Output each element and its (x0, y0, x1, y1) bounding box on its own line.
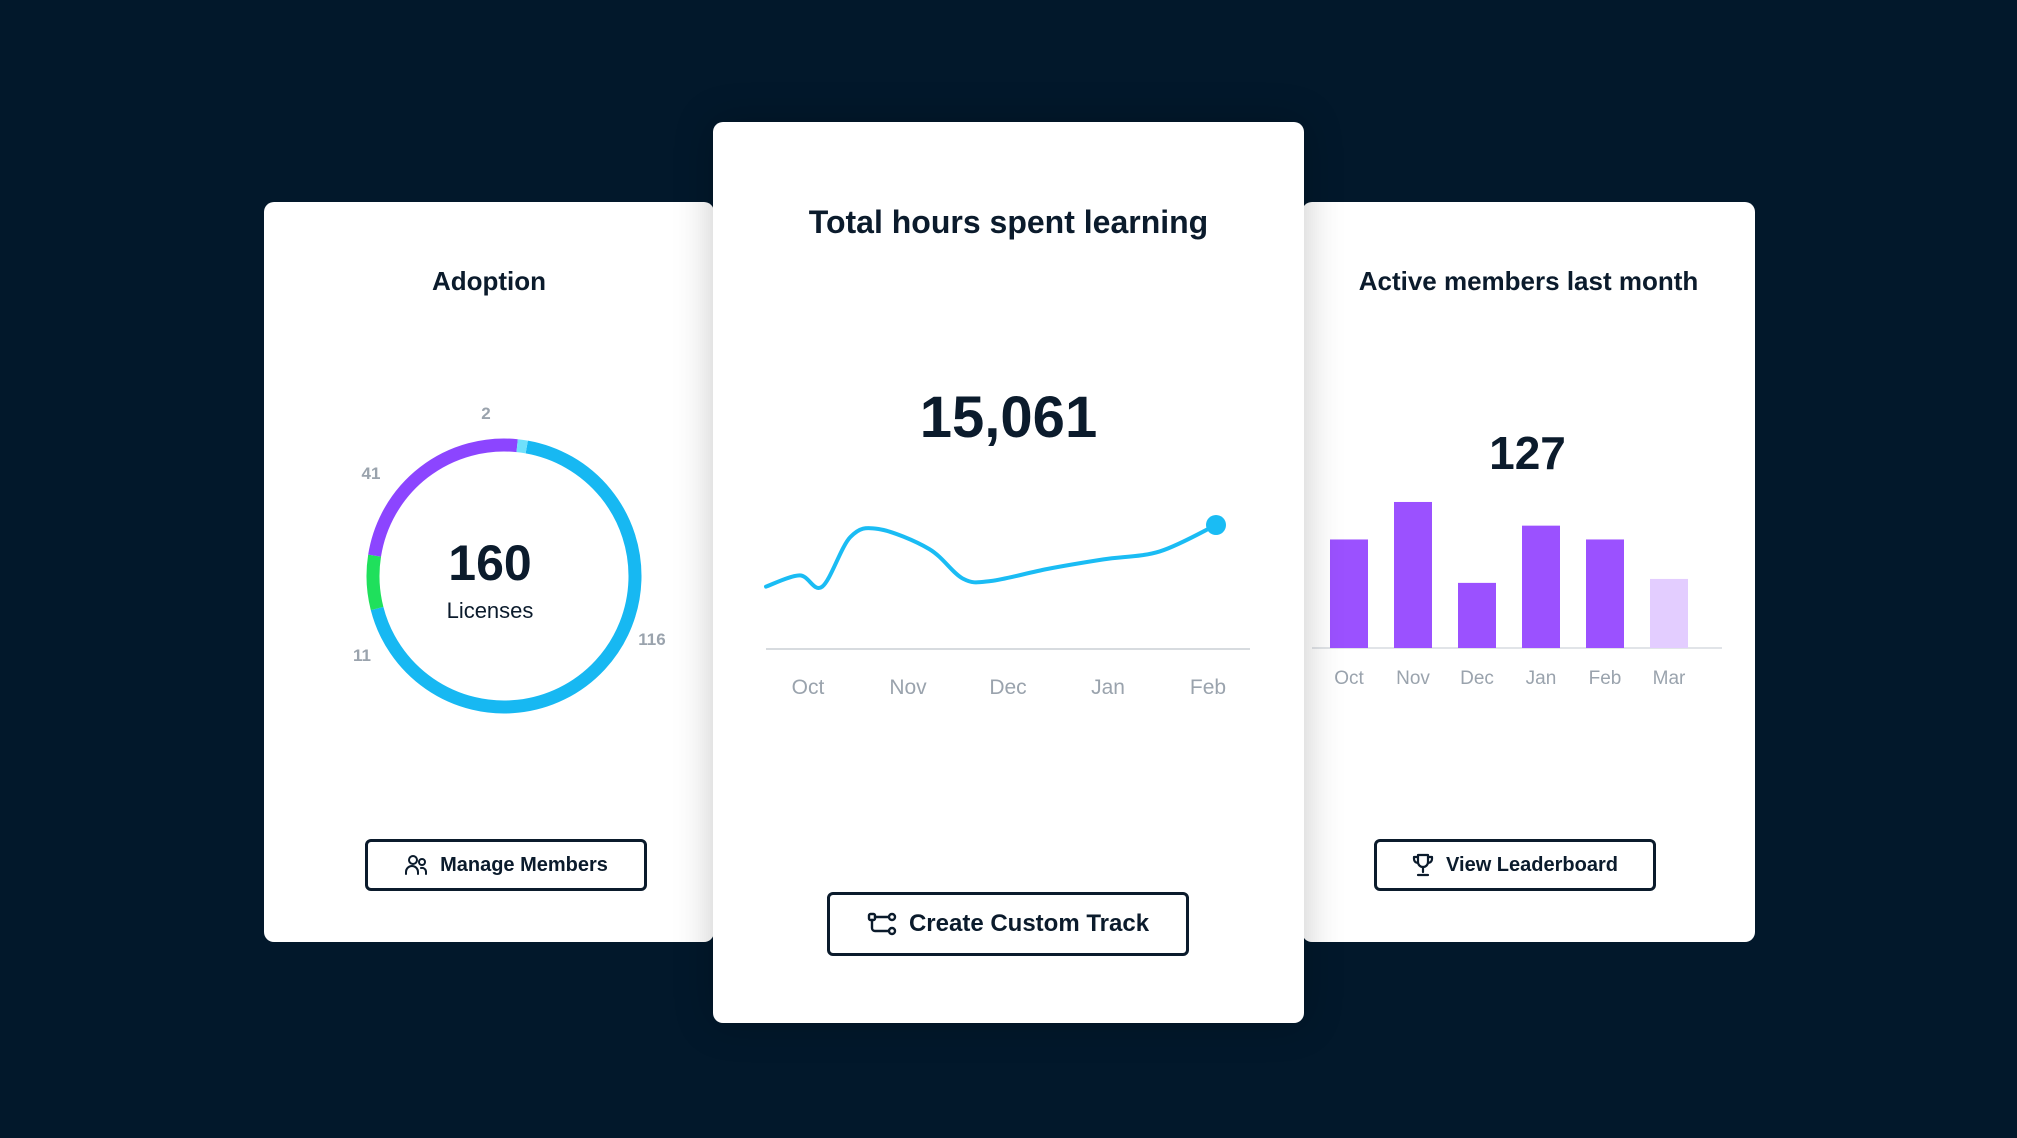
donut-label-116: 116 (638, 630, 665, 649)
custom-track-icon (867, 911, 897, 937)
line-last-point (1206, 515, 1226, 535)
active-members-total: 127 (1489, 427, 1566, 479)
users-icon (404, 853, 428, 877)
bar-x-label-Dec: Dec (1460, 668, 1494, 689)
bar-x-label-Oct: Oct (1334, 668, 1364, 689)
donut-label-41: 41 (362, 464, 381, 483)
bar-Nov (1394, 501, 1432, 648)
donut-segment-41 (368, 438, 518, 557)
line-x-label-Dec: Dec (989, 676, 1026, 699)
view-leaderboard-label: View Leaderboard (1446, 853, 1618, 876)
bar-x-label-Jan: Jan (1526, 668, 1557, 689)
active-members-title: Active members last month (1358, 266, 1699, 296)
hours-title: Total hours spent learning (808, 204, 1209, 240)
bar-Dec (1458, 582, 1496, 648)
bar-Jan (1522, 525, 1560, 648)
adoption-title: Adoption (431, 266, 547, 296)
hours-card: Total hours spent learning 15,061 Oct Nov… (713, 122, 1304, 1023)
active-members-bar-chart: Oct Nov Dec Jan Feb Mar (1312, 501, 1722, 689)
bar-Feb (1586, 539, 1624, 648)
manage-members-label: Manage Members (440, 853, 608, 876)
line-x-label-Jan: Jan (1091, 676, 1125, 699)
manage-members-button[interactable]: Manage Members (365, 839, 647, 891)
line-x-label-Nov: Nov (889, 676, 927, 699)
donut-label-2: 2 (481, 404, 490, 423)
bar-Mar (1650, 578, 1688, 648)
trophy-icon (1412, 853, 1434, 877)
create-custom-track-button[interactable]: Create Custom Track (827, 892, 1189, 956)
line-x-label-Oct: Oct (792, 676, 825, 699)
hours-line-chart: Oct Nov Dec Jan Feb (764, 515, 1250, 699)
donut-segment-2 (516, 439, 528, 454)
create-custom-track-label: Create Custom Track (908, 910, 1150, 937)
view-leaderboard-button[interactable]: View Leaderboard (1374, 839, 1656, 891)
bar-x-label-Nov: Nov (1396, 668, 1430, 689)
bar-x-label-Mar: Mar (1653, 668, 1686, 689)
licenses-count: 160 (448, 535, 532, 591)
adoption-donut-chart: 116 11 41 2 (353, 404, 666, 714)
active-members-card: Active members last month 127 Oct Nov Dec J… (1302, 202, 1755, 942)
hours-total: 15,061 (919, 385, 1098, 450)
bar-x-label-Feb: Feb (1589, 668, 1622, 689)
donut-segment-11 (366, 554, 384, 611)
licenses-label: Licenses (446, 598, 534, 623)
adoption-card: Adoption 116 11 41 2 160 Licenses Manage Me… (264, 202, 714, 942)
donut-segment-116 (370, 440, 642, 714)
donut-label-11: 11 (353, 646, 371, 665)
line-x-label-Feb: Feb (1190, 676, 1226, 699)
hours-series-line (764, 523, 1218, 590)
bar-Oct (1330, 539, 1368, 648)
